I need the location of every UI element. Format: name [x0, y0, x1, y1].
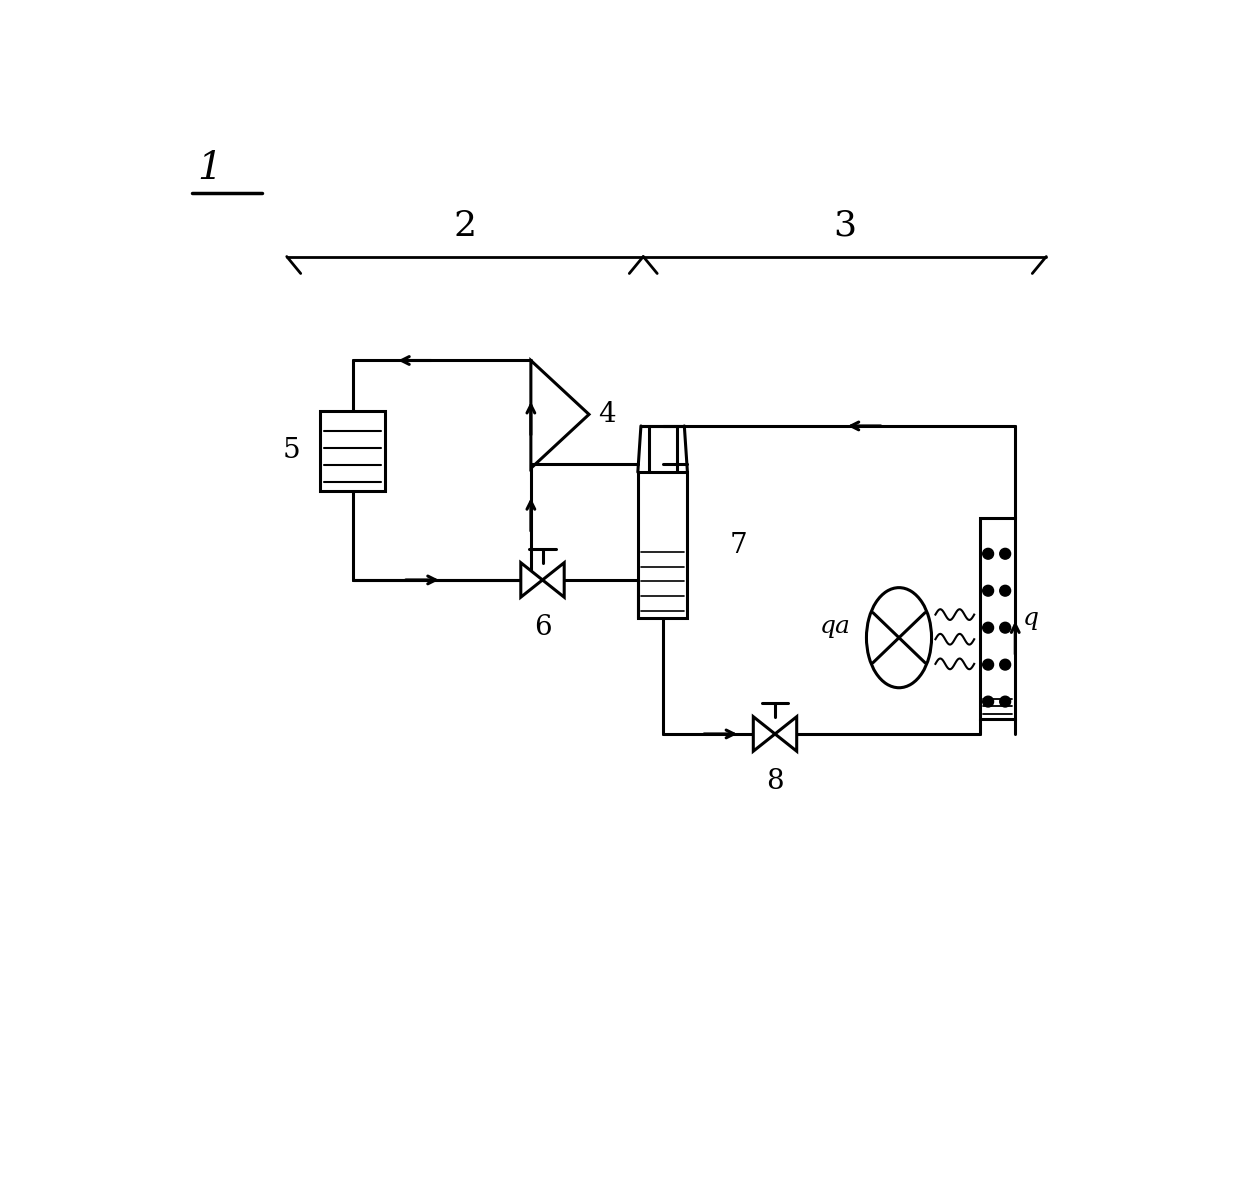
Text: qa: qa — [820, 615, 851, 638]
Text: q: q — [1023, 607, 1039, 631]
Text: 8: 8 — [766, 769, 784, 795]
Circle shape — [982, 659, 993, 670]
Bar — [637, 472, 687, 619]
Polygon shape — [753, 717, 775, 751]
Polygon shape — [521, 563, 543, 597]
Circle shape — [982, 622, 993, 633]
Circle shape — [999, 585, 1011, 596]
Circle shape — [982, 697, 993, 707]
Polygon shape — [543, 563, 564, 597]
Text: 1: 1 — [197, 150, 222, 187]
Bar — [981, 519, 1016, 718]
Bar — [320, 411, 386, 491]
Text: 4: 4 — [598, 401, 616, 428]
Circle shape — [999, 659, 1011, 670]
Text: 3: 3 — [833, 209, 857, 243]
Circle shape — [982, 585, 993, 596]
Circle shape — [999, 697, 1011, 707]
Text: 7: 7 — [730, 532, 748, 558]
Circle shape — [999, 549, 1011, 560]
Text: 6: 6 — [533, 614, 552, 641]
Text: 2: 2 — [454, 209, 476, 243]
Polygon shape — [775, 717, 796, 751]
Text: 5: 5 — [283, 437, 300, 465]
Circle shape — [999, 622, 1011, 633]
Circle shape — [982, 549, 993, 560]
